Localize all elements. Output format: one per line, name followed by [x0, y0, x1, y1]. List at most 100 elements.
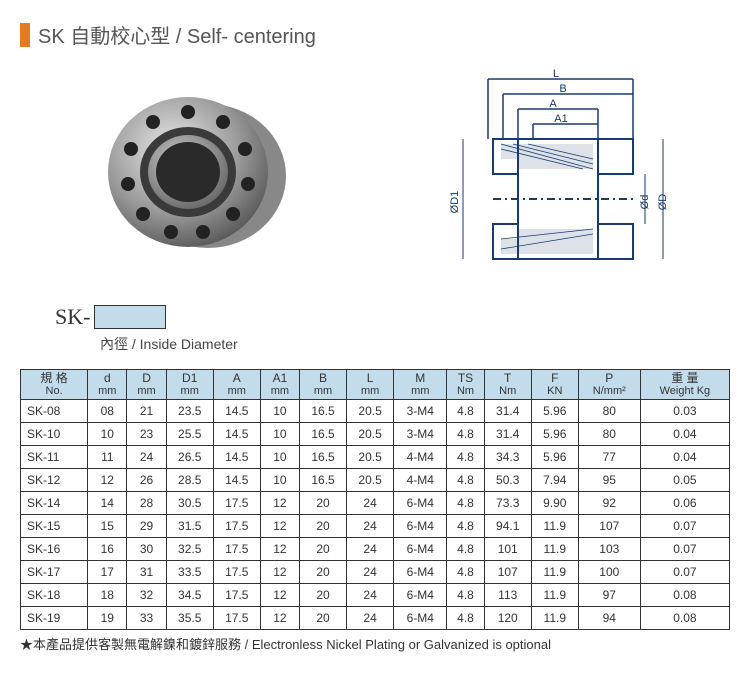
table-cell: 25.5	[166, 423, 213, 446]
table-cell: 6-M4	[394, 515, 447, 538]
table-cell: 31.4	[484, 423, 531, 446]
table-cell: 20.5	[347, 423, 394, 446]
table-cell: 4.8	[447, 584, 484, 607]
table-cell: 80	[578, 423, 640, 446]
table-row: SK-12122628.514.51016.520.54-M44.850.37.…	[21, 469, 730, 492]
table-cell: 20	[300, 538, 347, 561]
table-cell: 100	[578, 561, 640, 584]
table-cell: 11.9	[531, 561, 578, 584]
table-cell: 11.9	[531, 607, 578, 630]
table-cell: 10	[260, 469, 299, 492]
table-cell: 0.08	[640, 607, 729, 630]
diagram-label-L: L	[552, 69, 558, 80]
table-header-cell: TNm	[484, 370, 531, 400]
table-cell: 16.5	[300, 400, 347, 423]
table-cell: 0.08	[640, 584, 729, 607]
table-cell: 14	[88, 492, 127, 515]
table-cell: 26	[127, 469, 166, 492]
table-cell: 20	[300, 492, 347, 515]
table-row: SK-18183234.517.51220246-M44.811311.9970…	[21, 584, 730, 607]
table-cell: 5.96	[531, 400, 578, 423]
table-cell: 31	[127, 561, 166, 584]
table-cell: 17.5	[213, 538, 260, 561]
table-cell: 16.5	[300, 446, 347, 469]
table-header-cell: D1mm	[166, 370, 213, 400]
table-cell: 11	[88, 446, 127, 469]
table-cell: 0.07	[640, 561, 729, 584]
table-cell: 6-M4	[394, 607, 447, 630]
table-cell: 10	[88, 423, 127, 446]
table-header-cell: FKN	[531, 370, 578, 400]
table-cell: 24	[347, 607, 394, 630]
table-cell: 4.8	[447, 492, 484, 515]
part-number-row: SK-	[55, 304, 730, 330]
table-cell: SK-11	[21, 446, 88, 469]
table-cell: 20	[300, 607, 347, 630]
table-row: SK-08082123.514.51016.520.53-M44.831.45.…	[21, 400, 730, 423]
table-header-cell: Mmm	[394, 370, 447, 400]
table-cell: 3-M4	[394, 423, 447, 446]
table-cell: 6-M4	[394, 584, 447, 607]
table-cell: 4.8	[447, 423, 484, 446]
table-cell: 12	[260, 538, 299, 561]
table-cell: 10	[260, 400, 299, 423]
table-cell: 0.06	[640, 492, 729, 515]
table-cell: SK-10	[21, 423, 88, 446]
table-header-cell: 重 量Weight Kg	[640, 370, 729, 400]
title-accent-bar	[20, 23, 30, 47]
table-cell: 23	[127, 423, 166, 446]
table-cell: 113	[484, 584, 531, 607]
table-cell: 6-M4	[394, 492, 447, 515]
table-cell: 34.5	[166, 584, 213, 607]
table-cell: 23.5	[166, 400, 213, 423]
table-header-cell: Amm	[213, 370, 260, 400]
table-cell: 24	[347, 538, 394, 561]
table-cell: 0.07	[640, 515, 729, 538]
table-cell: 4.8	[447, 515, 484, 538]
table-cell: 12	[88, 469, 127, 492]
spec-table: 規 格No.dmmDmmD1mmAmmA1mmBmmLmmMmmTSNmTNmF…	[20, 369, 730, 630]
table-cell: 3-M4	[394, 400, 447, 423]
table-cell: 16.5	[300, 423, 347, 446]
table-header-cell: Bmm	[300, 370, 347, 400]
table-row: SK-14142830.517.51220246-M44.873.39.9092…	[21, 492, 730, 515]
table-cell: 4-M4	[394, 446, 447, 469]
table-cell: 24	[347, 492, 394, 515]
table-cell: 0.04	[640, 446, 729, 469]
table-cell: SK-08	[21, 400, 88, 423]
table-cell: 4.8	[447, 561, 484, 584]
table-cell: 29	[127, 515, 166, 538]
table-cell: 77	[578, 446, 640, 469]
table-cell: 120	[484, 607, 531, 630]
table-cell: 15	[88, 515, 127, 538]
table-cell: 12	[260, 584, 299, 607]
diagram-label-A: A	[549, 98, 557, 110]
table-cell: 20	[300, 561, 347, 584]
table-cell: 6-M4	[394, 561, 447, 584]
table-cell: 11.9	[531, 584, 578, 607]
table-cell: 103	[578, 538, 640, 561]
table-cell: 4-M4	[394, 469, 447, 492]
table-cell: 101	[484, 538, 531, 561]
table-cell: 12	[260, 561, 299, 584]
table-row: SK-16163032.517.51220246-M44.810111.9103…	[21, 538, 730, 561]
table-cell: 4.8	[447, 446, 484, 469]
table-header-cell: Dmm	[127, 370, 166, 400]
diagram-label-B: B	[559, 83, 566, 95]
table-cell: 80	[578, 400, 640, 423]
table-cell: 97	[578, 584, 640, 607]
product-photo	[78, 74, 308, 274]
table-cell: 20.5	[347, 469, 394, 492]
table-cell: SK-16	[21, 538, 88, 561]
table-cell: 24	[347, 561, 394, 584]
table-cell: 50.3	[484, 469, 531, 492]
table-cell: 0.07	[640, 538, 729, 561]
table-cell: 7.94	[531, 469, 578, 492]
table-header-cell: dmm	[88, 370, 127, 400]
table-cell: 4.8	[447, 400, 484, 423]
table-header-cell: TSNm	[447, 370, 484, 400]
table-cell: 17.5	[213, 584, 260, 607]
table-cell: 12	[260, 515, 299, 538]
sk-sub-label: 內徑 / Inside Diameter	[100, 334, 730, 354]
table-cell: 34.3	[484, 446, 531, 469]
